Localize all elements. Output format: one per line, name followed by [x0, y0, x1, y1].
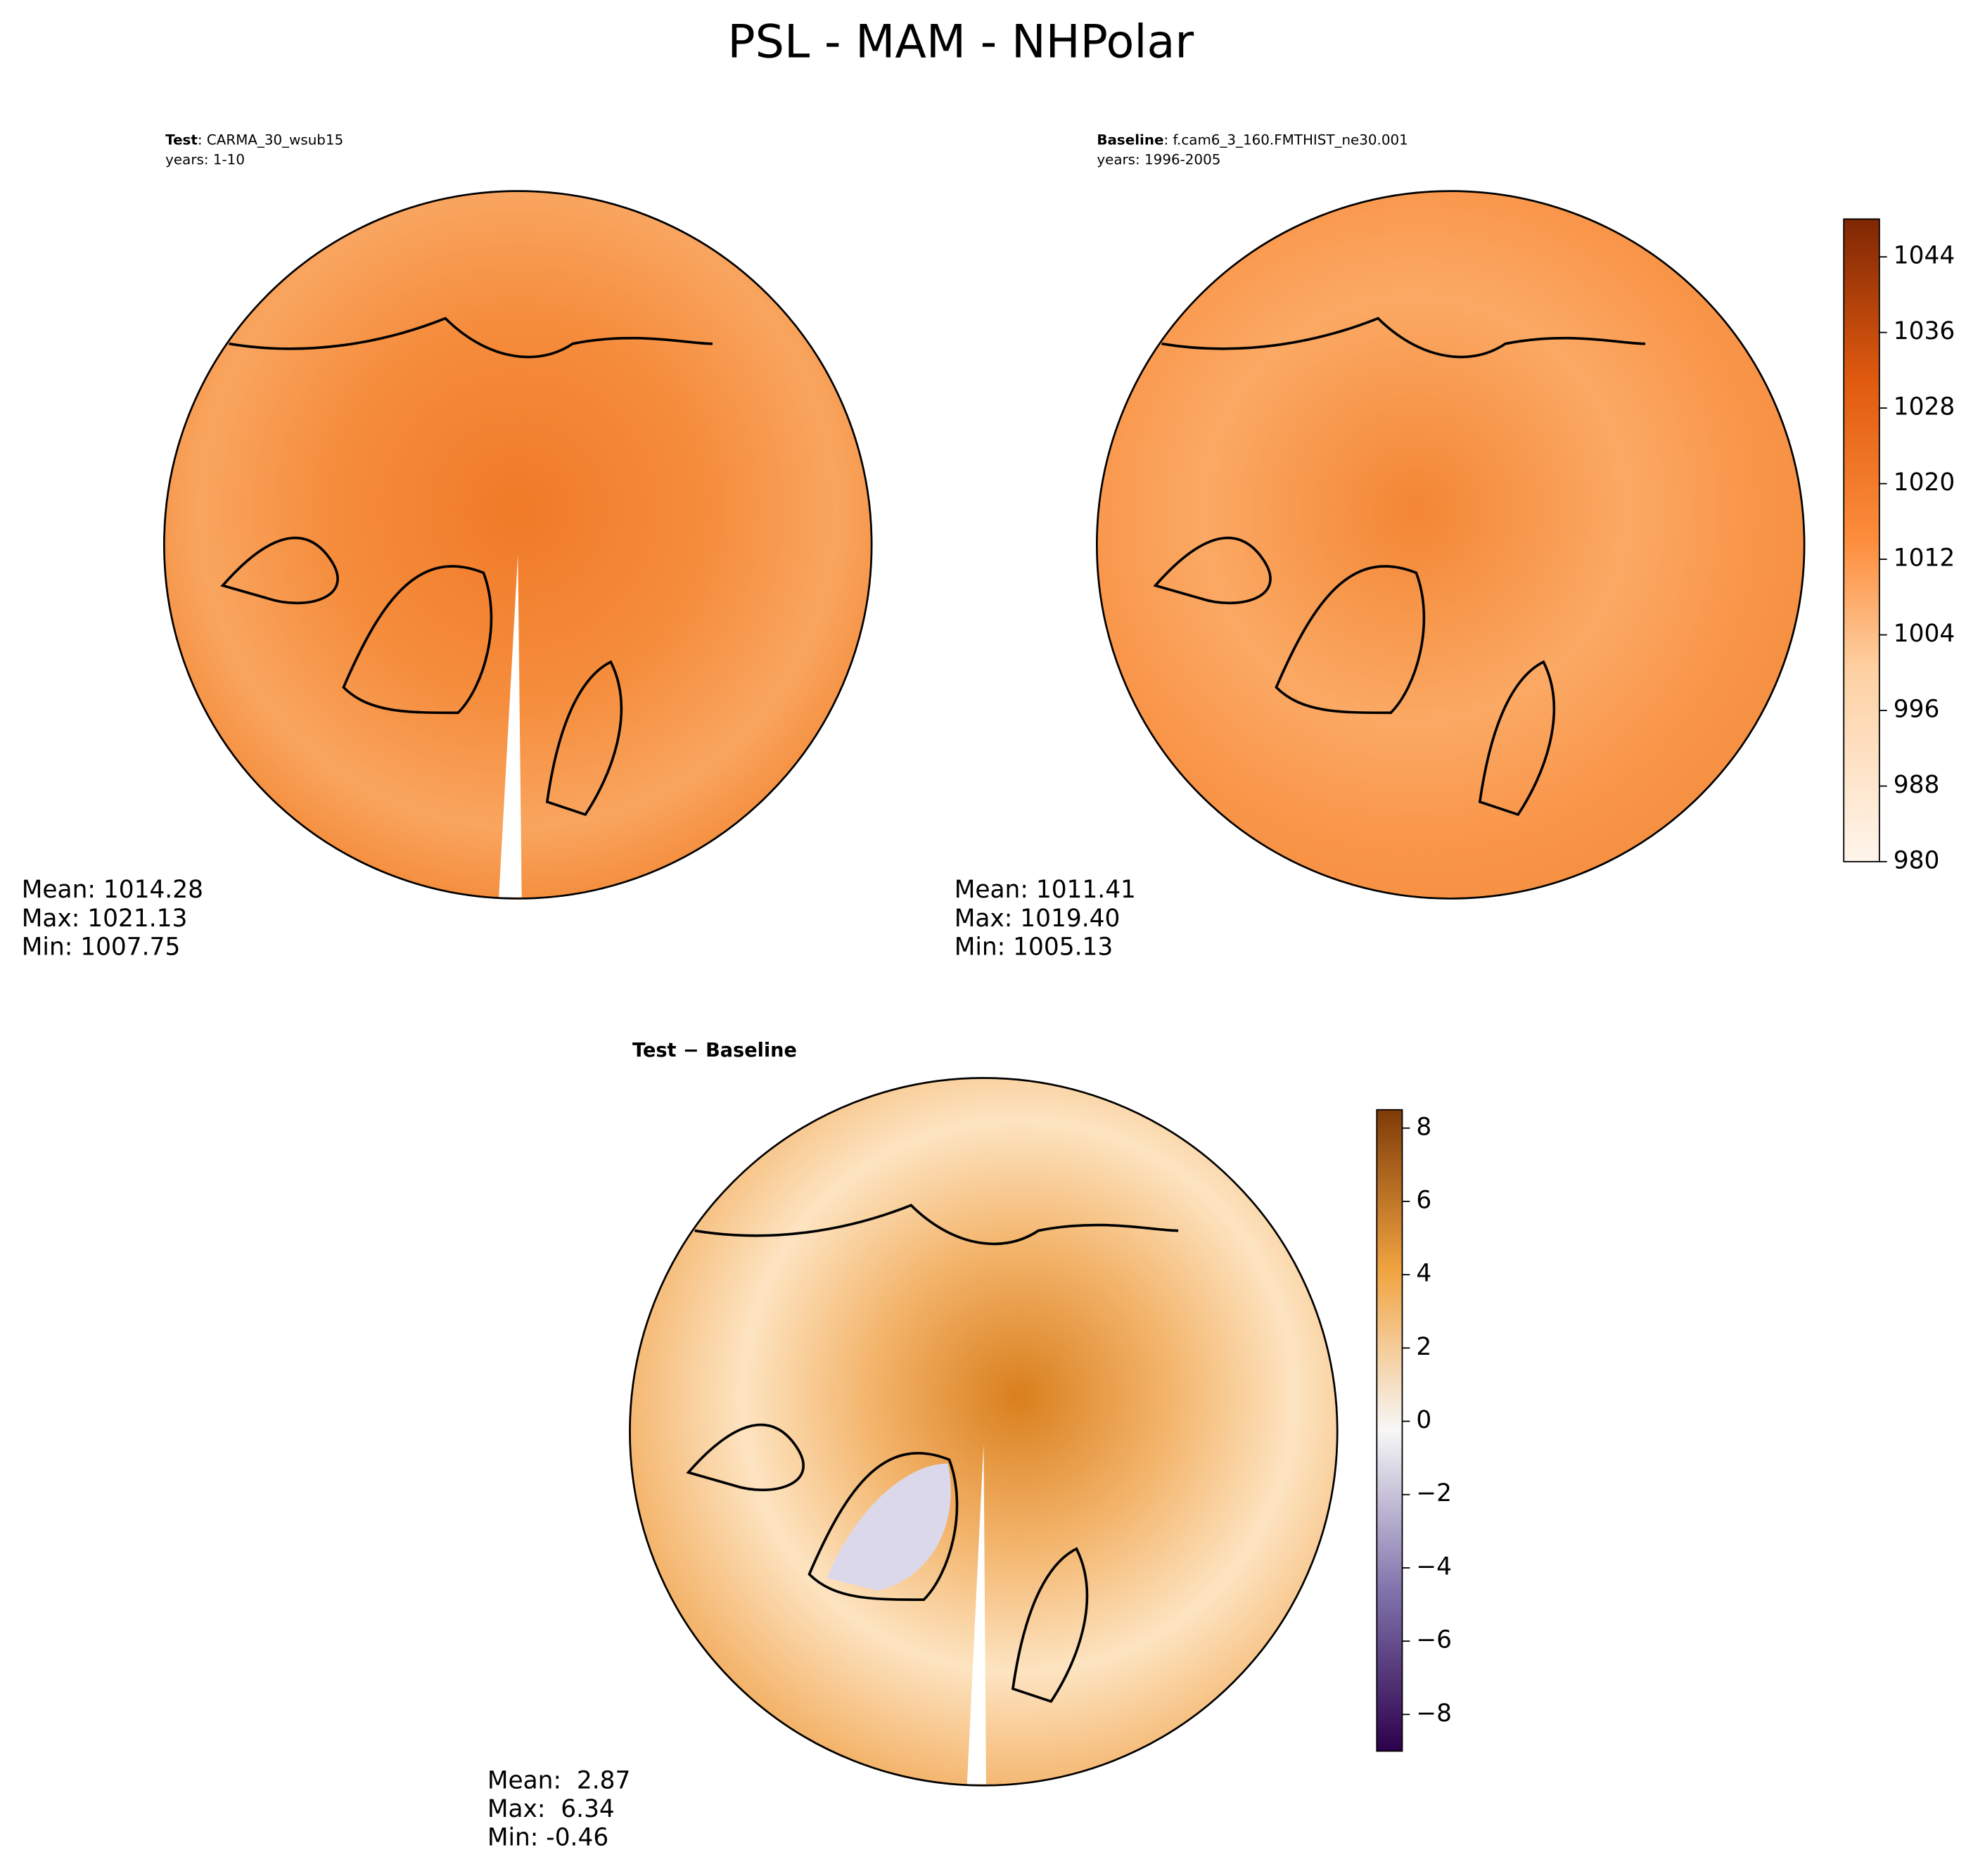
stat-text: Max: 6.34	[487, 1795, 615, 1823]
map	[629, 1077, 1339, 1787]
colorbar-tick-label: 4	[1416, 1260, 1431, 1288]
colorbar-tick-label: 2	[1416, 1333, 1431, 1361]
stat-text: Min: 1007.75	[22, 933, 181, 961]
colorbar-tick-label: 1044	[1894, 242, 1955, 270]
colorbar-tick-label: 6	[1416, 1186, 1431, 1214]
colorbar-tick-label: −8	[1416, 1699, 1452, 1728]
colorbar-tick-label: −2	[1416, 1479, 1452, 1507]
colorbar-tick-label: 0	[1416, 1406, 1431, 1434]
panel-case: : CARMA_30_wsub15	[198, 132, 343, 148]
panel-header: Test − Baseline	[632, 1040, 797, 1061]
stat-text: Min: 1005.13	[955, 933, 1113, 961]
colorbar-tick-label: 980	[1894, 846, 1940, 874]
panel-label: Test	[165, 132, 198, 148]
panel-header: Test: CARMA_30_wsub15	[165, 132, 343, 148]
colorbar-tick-label: 1020	[1894, 468, 1955, 497]
colorbar-tick-label: 1028	[1894, 393, 1955, 421]
colorbar	[1843, 218, 1880, 862]
panel-case: : f.cam6_3_160.FMTHIST_ne30.001	[1163, 132, 1408, 148]
stat-text: Mean: 1011.41	[955, 876, 1136, 904]
stat-text: Max: 1019.40	[955, 905, 1121, 933]
colorbar-tick-label: 1004	[1894, 620, 1955, 648]
map	[163, 190, 873, 900]
colorbar-tick-label: −6	[1416, 1626, 1452, 1654]
map	[1095, 190, 1806, 900]
colorbar-tick-label: 996	[1894, 696, 1940, 724]
colorbar-tick-label: −4	[1416, 1552, 1452, 1581]
stat-text: Mean: 1014.28	[22, 876, 203, 904]
colorbar-tick-label: 8	[1416, 1113, 1431, 1141]
stat-text: Min: -0.46	[487, 1824, 608, 1852]
colorbar-tick-label: 1036	[1894, 317, 1955, 345]
stat-text: Max: 1021.13	[22, 905, 188, 933]
panel-header: Baseline: f.cam6_3_160.FMTHIST_ne30.001	[1097, 132, 1408, 148]
figure-title: PSL - MAM - NHPolar	[727, 16, 1194, 69]
panel-years: years: 1996-2005	[1097, 152, 1220, 168]
colorbar	[1376, 1109, 1403, 1752]
colorbar-tick-label: 1012	[1894, 544, 1955, 573]
panel-years: years: 1-10	[165, 152, 245, 168]
panel-label: Baseline	[1097, 132, 1163, 148]
colorbar-tick-label: 988	[1894, 771, 1940, 799]
stat-text: Mean: 2.87	[487, 1766, 631, 1794]
